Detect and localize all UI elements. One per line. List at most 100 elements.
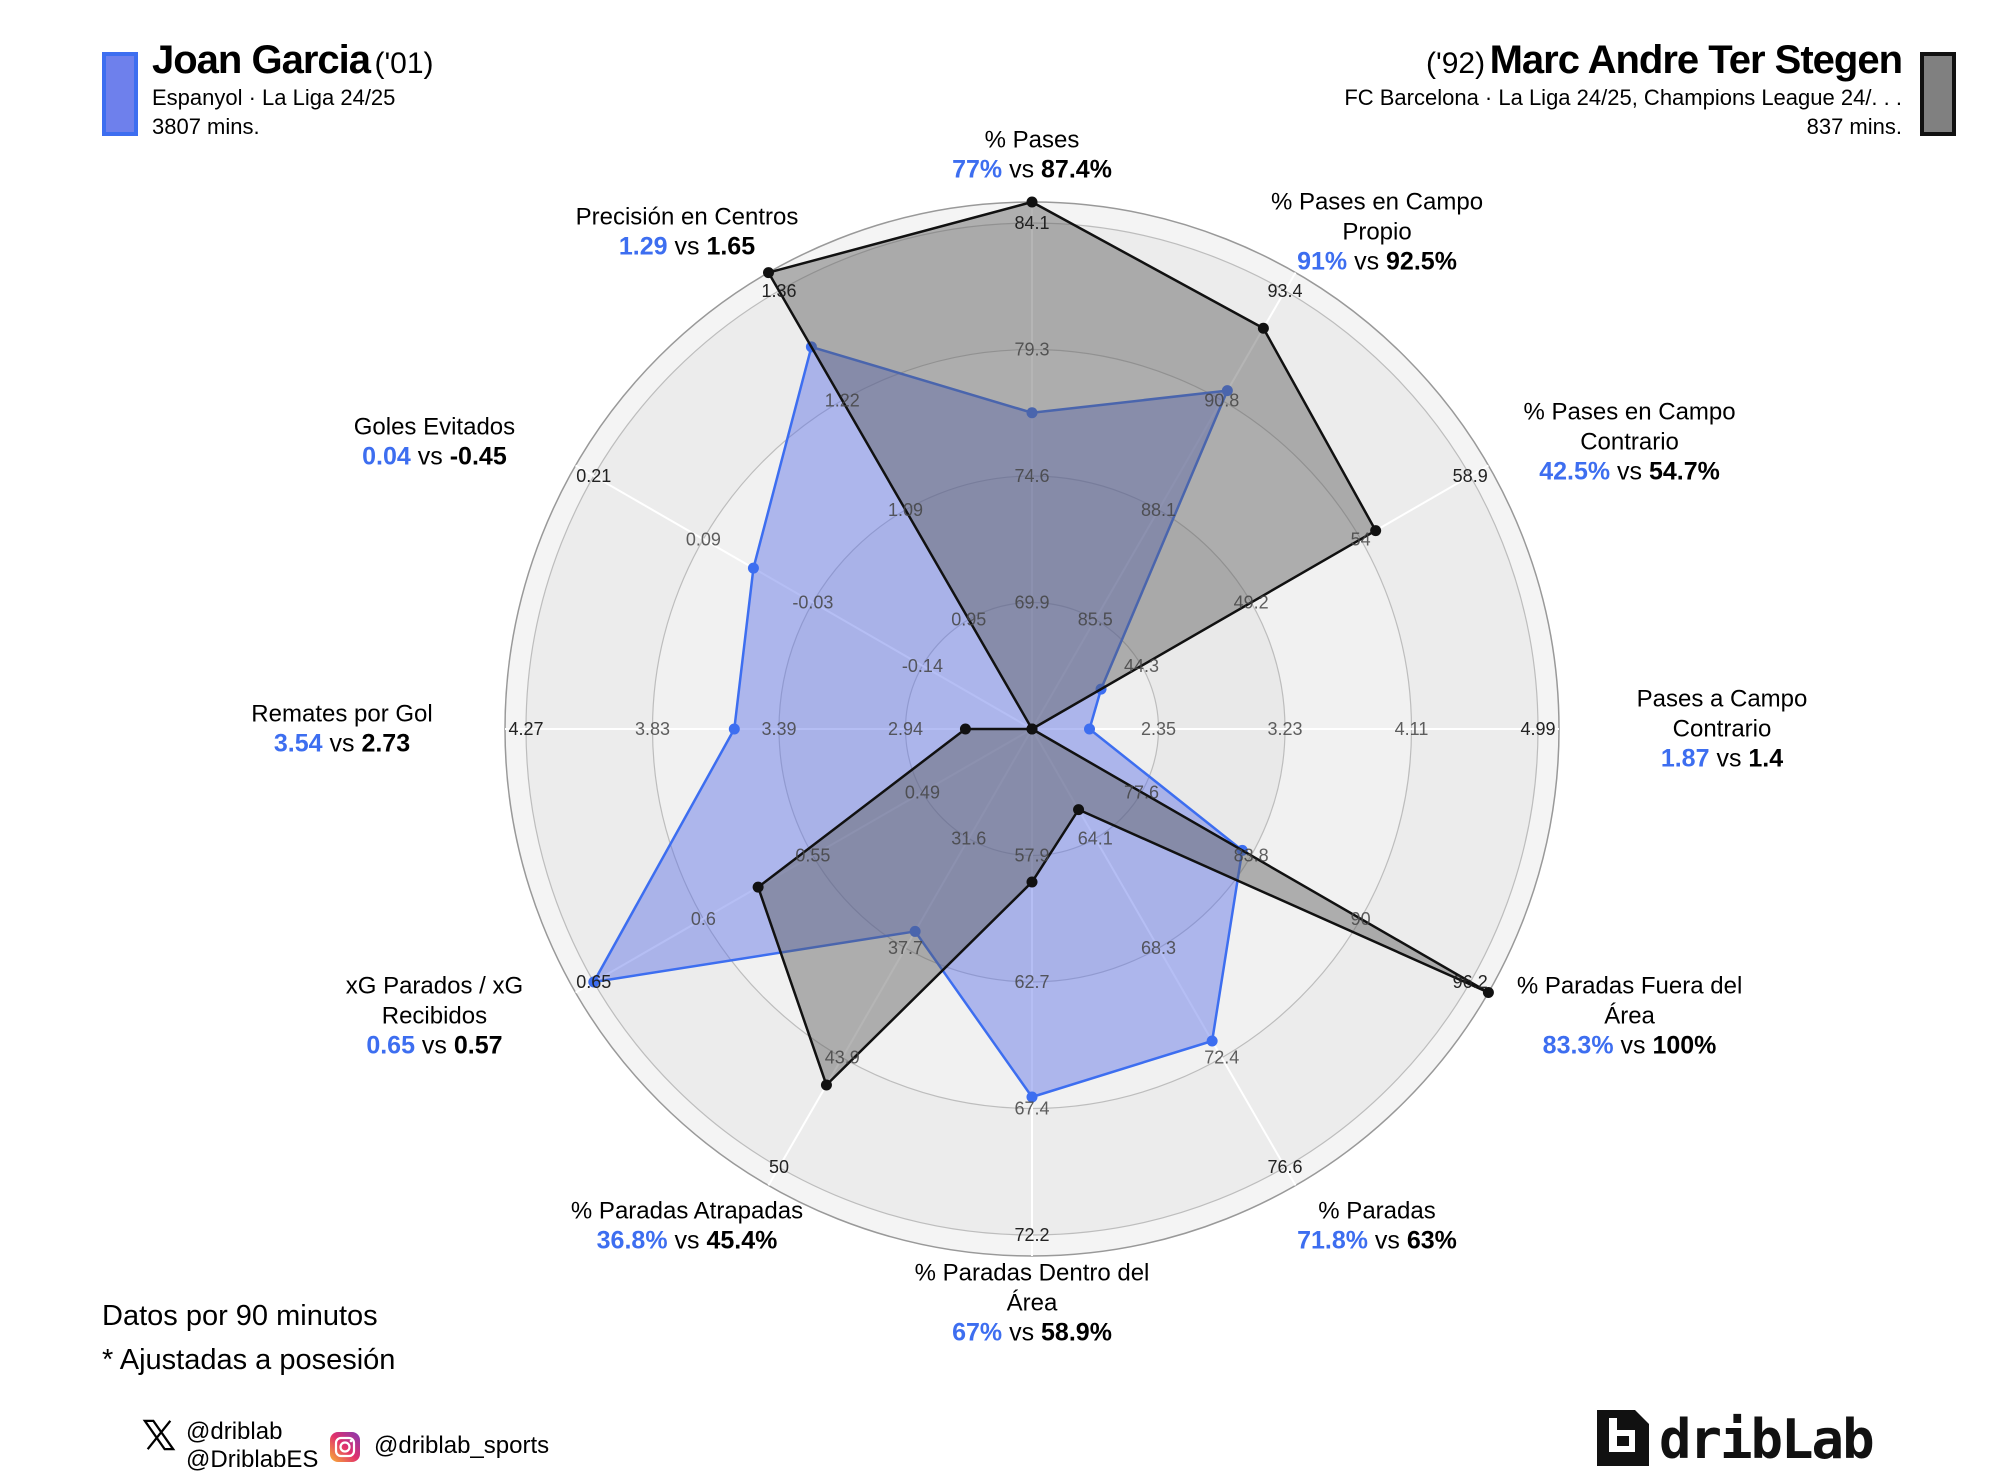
- value-player2: 45.4%: [706, 1227, 777, 1255]
- value-player2: 54.7%: [1649, 458, 1720, 486]
- axis-label: Goles Evitados: [354, 414, 515, 441]
- player2-year: ('92): [1426, 47, 1486, 80]
- tick-label: 2.35: [1141, 719, 1176, 739]
- data-point: [1026, 407, 1038, 419]
- data-point: [820, 1079, 832, 1091]
- grid-spoke: [575, 464, 1033, 730]
- tick-label: 0.49: [905, 782, 940, 802]
- axis-values: 77% vs 87.4%: [952, 156, 1112, 184]
- tick-label: 90.8: [1204, 390, 1239, 410]
- grid-spoke: [767, 728, 1033, 1186]
- tick-label: 1.22: [825, 390, 860, 410]
- tick-label: 43.9: [825, 1048, 860, 1068]
- value-player2: 0.57: [454, 1032, 503, 1060]
- tick-label: 0.6: [691, 909, 716, 929]
- axis-values: 3.54 vs 2.73: [274, 730, 410, 758]
- tick-label: 90: [1351, 909, 1371, 929]
- data-point: [1073, 804, 1085, 816]
- player1-header: Joan Garcia ('01) Espanyol · La Liga 24/…: [152, 38, 434, 141]
- data-point: [1026, 723, 1038, 735]
- tick-label: 37.7: [888, 938, 923, 958]
- driblab-logo: dribLab: [1597, 1408, 1902, 1471]
- value-player2: 63%: [1407, 1227, 1457, 1255]
- instagram-handle: @driblab_sports: [374, 1432, 550, 1459]
- value-player1: 3.54: [274, 730, 323, 758]
- data-point: [1026, 196, 1038, 208]
- tick-label: 96.2: [1453, 972, 1488, 992]
- player2-minutes: 837 mins.: [1806, 114, 1902, 139]
- value-player1: 42.5%: [1539, 458, 1610, 486]
- axis-values: 36.8% vs 45.4%: [597, 1227, 778, 1255]
- axis-label: xG Parados / xG: [346, 973, 523, 1000]
- player2-header: ('92) Marc Andre Ter Stegen FC Barcelona…: [1344, 38, 1903, 141]
- tick-label: 69.9: [1014, 593, 1049, 613]
- tick-label: 76.6: [1267, 1157, 1302, 1177]
- tick-label: 54: [1351, 529, 1371, 549]
- tick-label: 31.6: [951, 829, 986, 849]
- tick-label: 3.39: [761, 719, 796, 739]
- data-point: [959, 723, 971, 735]
- data-point: [909, 925, 921, 937]
- axis-values: 67% vs 58.9%: [952, 1319, 1112, 1347]
- tick-label: 79.3: [1014, 340, 1049, 360]
- vs-word: vs: [1368, 1227, 1407, 1255]
- value-player1: 77%: [952, 156, 1002, 184]
- tick-label: 1.36: [761, 281, 796, 301]
- tick-label: 1.09: [888, 500, 923, 520]
- vs-word: vs: [1002, 1319, 1041, 1347]
- axis-label: % Pases en Campo: [1271, 188, 1483, 215]
- value-player1: 0.65: [366, 1032, 415, 1060]
- axis-label: Pases a Campo: [1637, 686, 1808, 713]
- tick-label: 85.5: [1078, 609, 1113, 629]
- grid-spoke: [575, 728, 1033, 994]
- player2-team: FC Barcelona · La Liga 24/25, Champions …: [1344, 85, 1902, 110]
- player1-minutes: 3807 mins.: [152, 114, 260, 139]
- vs-word: vs: [411, 443, 450, 471]
- tick-label: 44.3: [1124, 656, 1159, 676]
- grid-spoke: [1031, 272, 1297, 730]
- axis-label: % Paradas Dentro del: [915, 1260, 1150, 1287]
- player1-team: Espanyol · La Liga 24/25: [152, 85, 396, 110]
- tick-label: 4.99: [1520, 719, 1555, 739]
- x-handles: @driblab @DriblabES: [186, 1418, 318, 1474]
- tick-label: 64.1: [1078, 829, 1113, 849]
- vs-word: vs: [323, 730, 362, 758]
- value-player2: 2.73: [361, 730, 410, 758]
- axis-values: 0.04 vs -0.45: [362, 443, 507, 471]
- tick-label: -0.03: [792, 593, 833, 613]
- x-icon: [142, 1418, 176, 1459]
- tick-label: 68.3: [1141, 938, 1176, 958]
- tick-label: 62.7: [1014, 972, 1049, 992]
- tick-label: 93.4: [1267, 281, 1302, 301]
- tick-label: 2.94: [888, 719, 923, 739]
- player1-year: ('01): [374, 47, 434, 80]
- value-player2: 1.65: [706, 232, 755, 260]
- data-point: [1084, 723, 1095, 735]
- data-point: [728, 723, 740, 735]
- data-point: [588, 976, 600, 988]
- axis-values: 1.87 vs 1.4: [1661, 745, 1783, 773]
- x-handle: @driblab: [186, 1418, 283, 1445]
- tick-label: 88.1: [1141, 500, 1176, 520]
- axis-label: % Paradas Fuera del: [1517, 973, 1742, 1000]
- tick-label: 58.9: [1453, 466, 1488, 486]
- vs-word: vs: [415, 1032, 454, 1060]
- data-point: [1221, 385, 1233, 397]
- value-player1: 1.87: [1661, 745, 1710, 773]
- vs-word: vs: [1610, 458, 1649, 486]
- data-point: [1026, 876, 1038, 888]
- axis-label: % Paradas Atrapadas: [571, 1198, 803, 1225]
- tick-label: 0.55: [795, 846, 830, 866]
- player1-color-swatch: [102, 52, 138, 136]
- data-point: [1206, 1035, 1218, 1047]
- axis-values: 0.65 vs 0.57: [366, 1032, 502, 1060]
- vs-word: vs: [1710, 745, 1749, 773]
